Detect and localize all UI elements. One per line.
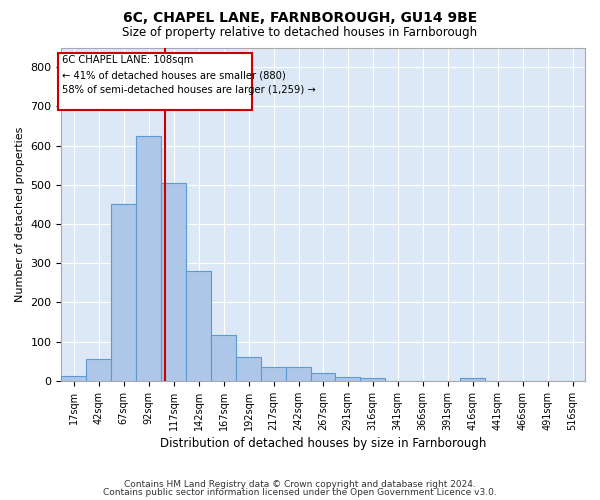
Bar	[61, 376, 86, 381]
Bar	[311, 373, 335, 381]
Y-axis label: Number of detached properties: Number of detached properties	[15, 126, 25, 302]
Text: 6C, CHAPEL LANE, FARNBOROUGH, GU14 9BE: 6C, CHAPEL LANE, FARNBOROUGH, GU14 9BE	[123, 12, 477, 26]
Bar	[261, 367, 286, 381]
Bar	[236, 356, 261, 381]
Bar	[136, 136, 161, 381]
Text: Contains public sector information licensed under the Open Government Licence v3: Contains public sector information licen…	[103, 488, 497, 497]
Bar	[335, 377, 360, 381]
Text: Contains HM Land Registry data © Crown copyright and database right 2024.: Contains HM Land Registry data © Crown c…	[124, 480, 476, 489]
Bar	[286, 367, 311, 381]
Bar	[211, 335, 236, 381]
Bar	[86, 360, 112, 381]
Bar	[112, 204, 136, 381]
Bar	[58, 54, 252, 110]
Bar	[161, 183, 187, 381]
Bar	[360, 378, 385, 381]
Text: 6C CHAPEL LANE: 108sqm
← 41% of detached houses are smaller (880)
58% of semi-de: 6C CHAPEL LANE: 108sqm ← 41% of detached…	[62, 56, 316, 95]
Bar	[187, 271, 211, 381]
X-axis label: Distribution of detached houses by size in Farnborough: Distribution of detached houses by size …	[160, 437, 487, 450]
Text: Size of property relative to detached houses in Farnborough: Size of property relative to detached ho…	[122, 26, 478, 39]
Bar	[460, 378, 485, 381]
